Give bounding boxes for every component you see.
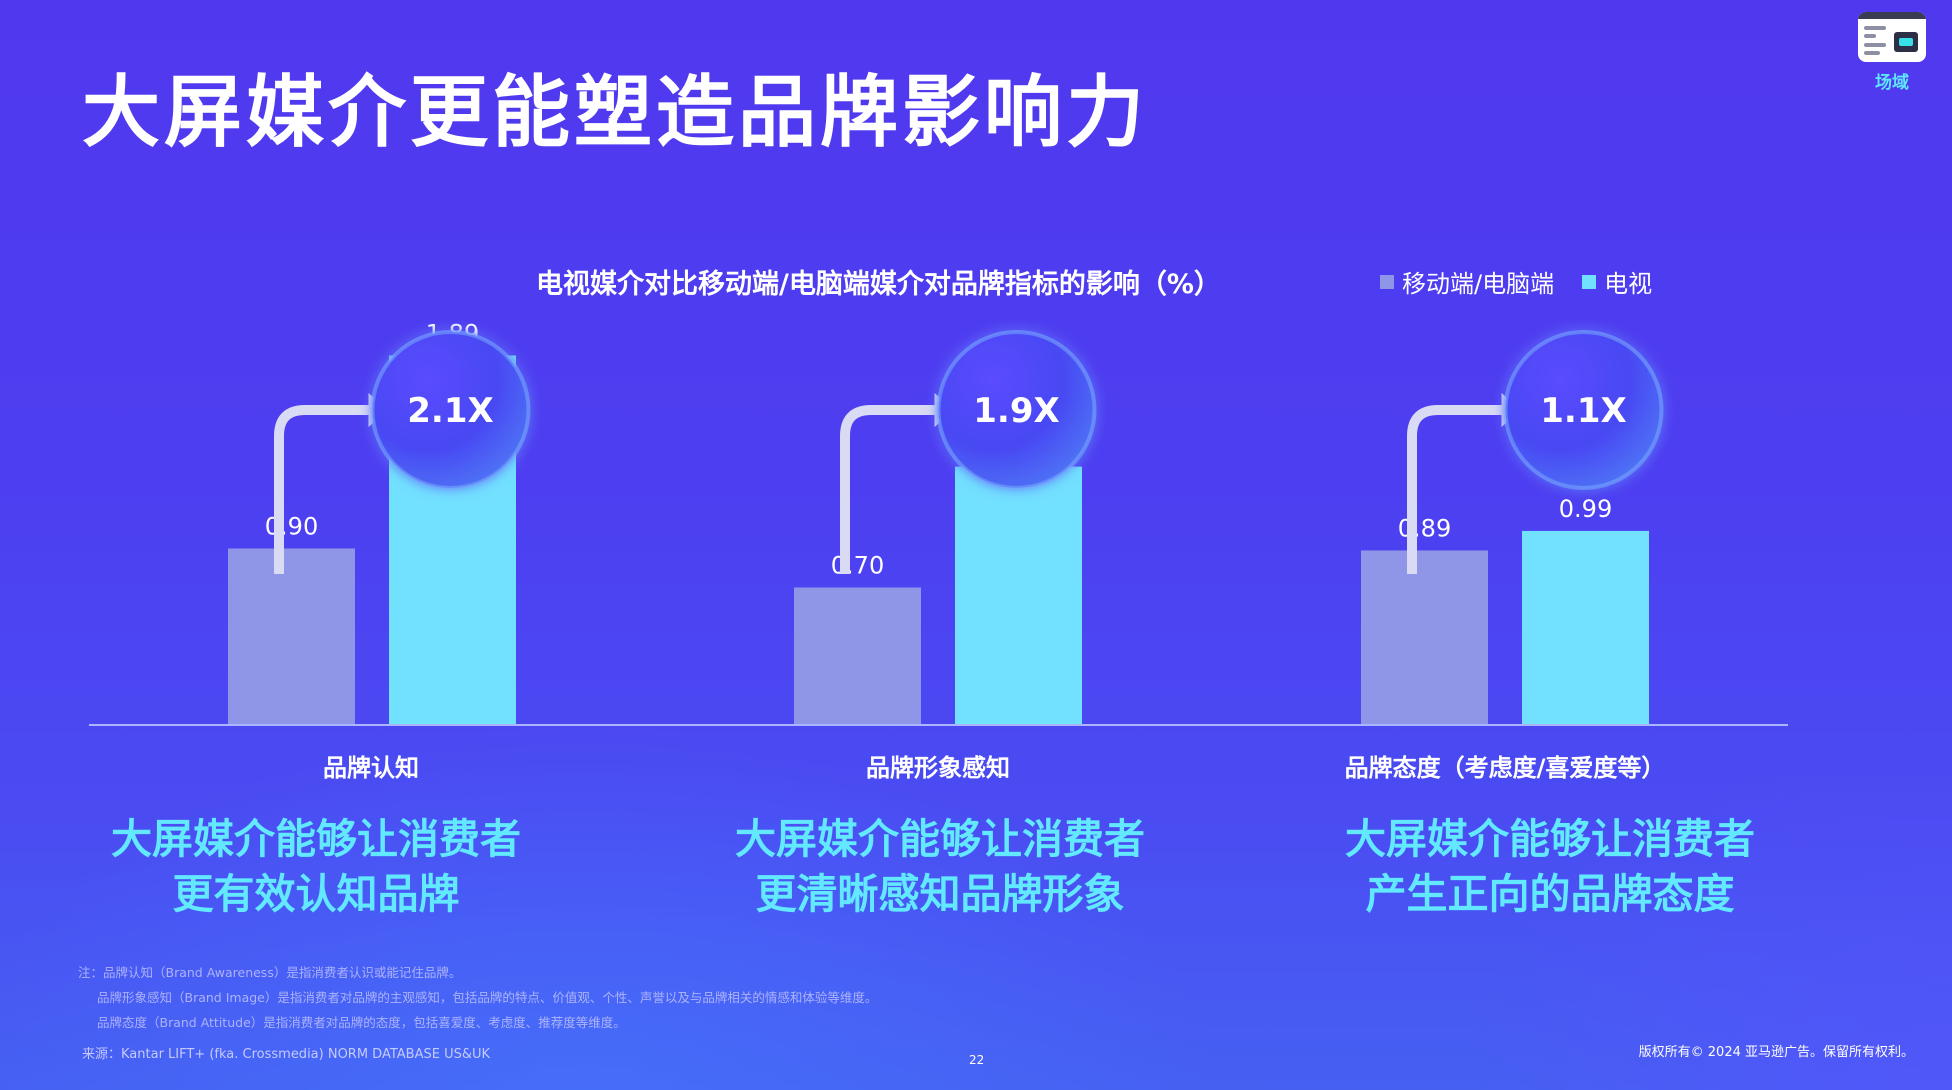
multiplier-label: 1.9X <box>973 391 1059 431</box>
legend-label-mobile: 移动端/电脑端 <box>1402 270 1555 298</box>
bar-tv <box>955 466 1082 724</box>
message-line: 产生正向的品牌态度 <box>1365 870 1735 918</box>
message-line: 大屏媒介能够让消费者 <box>1345 815 1755 863</box>
message-brand-attitude: 大屏媒介能够让消费者 产生正向的品牌态度 <box>1345 812 1755 922</box>
source-note: 来源：Kantar LIFT+ (fka. Crossmedia) NORM D… <box>82 1047 491 1062</box>
message-line: 更有效认知品牌 <box>172 870 460 918</box>
message-line: 更清晰感知品牌形象 <box>755 870 1125 918</box>
logo-text: 场域 <box>1875 73 1909 93</box>
growth-arrow <box>1407 405 1504 574</box>
copyright: 版权所有© 2024 亚马逊广告。保留所有权利。 <box>1638 1045 1914 1060</box>
value-label: 0.70 <box>831 552 884 580</box>
footnotes: 注：品牌认知（Brand Awareness）是指消费者认识或能记住品牌。 品牌… <box>78 960 877 1035</box>
multiplier-circle <box>1503 330 1664 490</box>
footnote: 品牌态度（Brand Attitude）是指消费者对品牌的态度，包括喜爱度、考虑… <box>97 1015 626 1030</box>
footnote: 品牌形象感知（Brand Image）是指消费者对品牌的主观感知，包括品牌的特点… <box>97 990 878 1005</box>
tv-ad-icon <box>1858 12 1926 62</box>
category-label-brand-awareness: 品牌认知 <box>323 754 419 782</box>
bar-mobile <box>228 548 355 724</box>
value-label: 0.90 <box>265 513 318 541</box>
multiplier-circle <box>370 330 531 490</box>
value-label: 0.89 <box>1398 514 1451 542</box>
multiplier-label: 1.1X <box>1540 391 1626 431</box>
legend-item-mobile: 移动端/电脑端 <box>1380 264 1554 299</box>
bar-tv <box>1522 530 1649 724</box>
logo: 场域 <box>1858 12 1930 93</box>
legend-swatch-tv <box>1582 274 1597 289</box>
legend-label-tv: 电视 <box>1604 270 1653 298</box>
message-brand-image: 大屏媒介能够让消费者 更清晰感知品牌形象 <box>735 812 1145 922</box>
bar-mobile <box>1361 550 1488 724</box>
page-number: 22 <box>969 1053 985 1067</box>
multiplier-circle <box>936 330 1097 490</box>
message-brand-awareness: 大屏媒介能够让消费者 更有效认知品牌 <box>111 812 521 922</box>
message-line: 大屏媒介能够让消费者 <box>111 815 521 863</box>
value-label: 0.99 <box>1559 495 1612 523</box>
legend-swatch-mobile <box>1380 274 1394 289</box>
category-label-brand-image: 品牌形象感知 <box>866 754 1010 782</box>
growth-arrow <box>274 405 371 574</box>
legend-item-tv: 电视 <box>1582 264 1652 299</box>
bar-mobile <box>794 587 921 724</box>
category-label-brand-attitude: 品牌态度（考虑度/喜爱度等） <box>1344 754 1666 782</box>
footnote: 注：品牌认知（Brand Awareness）是指消费者认识或能记住品牌。 <box>78 965 462 980</box>
page-title: 大屏媒介更能塑造品牌影响力 <box>82 68 1149 158</box>
message-line: 大屏媒介能够让消费者 <box>735 815 1145 863</box>
growth-arrow <box>840 405 937 574</box>
multiplier-label: 2.1X <box>407 391 493 431</box>
legend: 移动端/电脑端 电视 <box>1380 264 1652 299</box>
chart-title: 电视媒介对比移动端/电脑端媒介对品牌指标的影响（%） <box>536 269 1221 300</box>
